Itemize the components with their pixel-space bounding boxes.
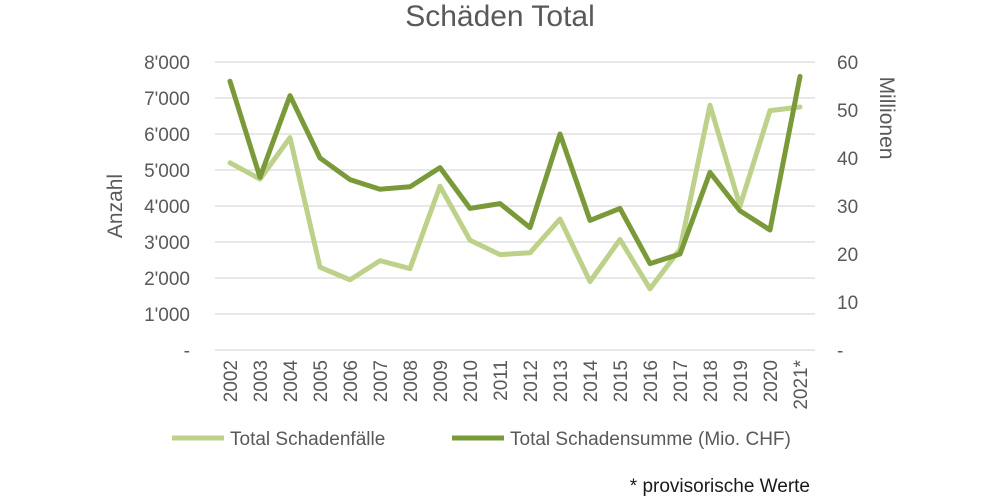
left-axis-ticks: - 1'000 2'000 3'000 4'000 5'000 6'000 7'000 8'00… <box>144 53 190 362</box>
y-tick-label: 2'000 <box>144 269 190 290</box>
x-tick-label: 2004 <box>281 360 302 403</box>
y-tick-label: 4'000 <box>144 197 190 218</box>
x-tick-label: 2019 <box>731 360 752 402</box>
y2-tick-label: - <box>837 341 843 362</box>
y-tick-label: 6'000 <box>144 125 190 146</box>
x-tick-label: 2020 <box>761 360 782 402</box>
y-tick-label: - <box>184 341 190 362</box>
x-tick-label: 2017 <box>671 360 692 402</box>
footnote: * provisorische Werte <box>630 476 810 497</box>
x-tick-label: 2011 <box>491 360 512 401</box>
legend-item-schadenfaelle: Total Schadenfälle <box>230 429 385 450</box>
y2-tick-label: 40 <box>837 149 858 170</box>
y2-tick-label: 10 <box>837 293 858 314</box>
x-tick-label: 2005 <box>311 360 332 402</box>
series-line-schadensumme <box>227 73 803 267</box>
x-tick-label: 2009 <box>431 360 452 402</box>
y2-tick-label: 20 <box>837 245 858 266</box>
y2-tick-label: 50 <box>837 101 858 122</box>
y-tick-label: 3'000 <box>144 233 190 254</box>
series-line-schadenfaelle <box>227 102 803 292</box>
y2-tick-label: 30 <box>837 197 858 218</box>
y2-axis-label: Millionen <box>875 77 898 160</box>
x-tick-label: 2021* <box>791 359 812 409</box>
x-tick-label: 2007 <box>371 360 392 402</box>
x-tick-label: 2006 <box>341 360 362 402</box>
y-tick-label: 8'000 <box>144 53 190 74</box>
right-axis-ticks: - 10 20 30 40 50 60 <box>837 53 858 362</box>
x-tick-label: 2010 <box>461 360 482 402</box>
x-tick-label: 2014 <box>581 360 602 403</box>
x-tick-label: 2013 <box>551 360 572 402</box>
legend-item-schadensumme: Total Schadensumme (Mio. CHF) <box>510 429 791 450</box>
y-tick-label: 1'000 <box>144 305 190 326</box>
x-axis-ticks: 2002 2003 2004 2005 2006 2007 2008 2009 2010 2011… <box>221 359 812 409</box>
y2-tick-label: 60 <box>837 53 858 74</box>
x-tick-label: 2015 <box>611 360 632 402</box>
chart-title: Schäden Total <box>405 0 595 33</box>
series-lines <box>227 73 803 292</box>
x-tick-label: 2018 <box>701 360 722 402</box>
x-tick-label: 2012 <box>521 360 542 402</box>
y-tick-label: 7'000 <box>144 89 190 110</box>
x-tick-label: 2008 <box>401 360 422 402</box>
y-axis-label: Anzahl <box>104 174 127 238</box>
y-tick-label: 5'000 <box>144 161 190 182</box>
legend: Total Schadenfälle Total Schadensumme (Mi… <box>172 429 791 450</box>
x-tick-label: 2016 <box>641 360 662 402</box>
x-tick-label: 2002 <box>221 360 242 402</box>
x-tick-label: 2003 <box>251 360 272 402</box>
